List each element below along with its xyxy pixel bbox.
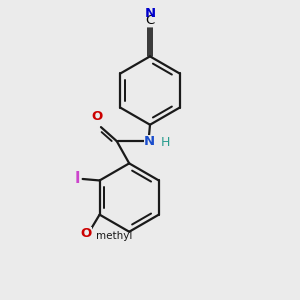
Text: O: O: [81, 227, 92, 241]
Text: N: N: [143, 135, 155, 148]
Text: H: H: [161, 136, 170, 149]
Text: O: O: [91, 110, 102, 123]
Text: I: I: [75, 172, 80, 187]
Text: N: N: [144, 8, 156, 20]
Text: methyl: methyl: [96, 231, 132, 241]
Text: C: C: [146, 14, 154, 27]
